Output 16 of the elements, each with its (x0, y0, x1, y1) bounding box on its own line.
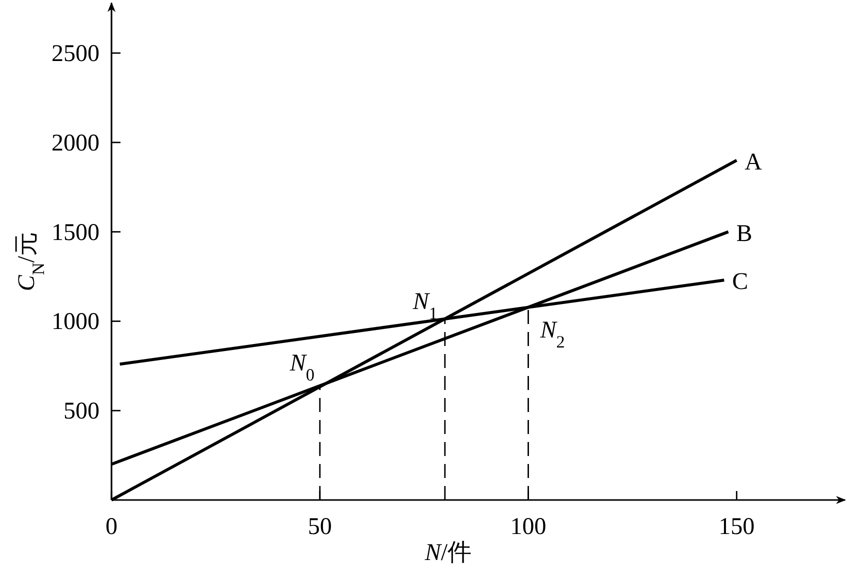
series-label: C (732, 269, 748, 296)
y-tick-label: 2000 (52, 130, 100, 156)
annotation: N$_{2}$ (539, 317, 565, 351)
x-tick-label: 150 (718, 514, 755, 540)
y-tick-label: 1000 (52, 309, 100, 336)
x-tick-label: 100 (510, 514, 546, 540)
x-tick-label: 0 (106, 514, 118, 540)
annotation: N$_{0}$ (288, 350, 315, 384)
series-label: B (736, 220, 752, 247)
y-tick-label: 1500 (52, 220, 100, 246)
x-axis-title: N/件 (424, 540, 472, 566)
series-label: A (744, 149, 763, 176)
x-tick-label: 50 (308, 514, 332, 540)
y-tick-label: 500 (64, 398, 100, 425)
annotation: N$_{1}$ (412, 288, 438, 322)
y-tick-label: 2500 (52, 41, 100, 68)
